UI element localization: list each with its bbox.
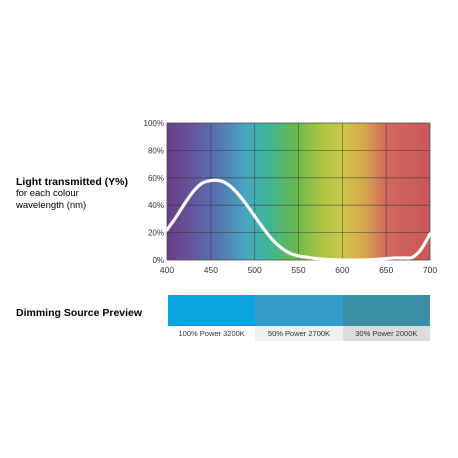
y-tick-label: 80% (148, 146, 164, 155)
transmission-curve (165, 178, 432, 262)
dimming-title: Dimming Source Preview (16, 307, 143, 319)
x-tick-label: 400 (160, 265, 174, 275)
swatch-color (342, 295, 430, 326)
plot-border (166, 122, 431, 261)
chart-grid (166, 122, 431, 261)
x-tick-label: 650 (379, 265, 393, 275)
y-tick-label: 60% (148, 174, 164, 183)
swatch-label: 100% Power 3200K (168, 326, 256, 341)
chart-side-title: Light transmitted (Y%) for each colour w… (16, 176, 156, 212)
x-tick-label: 500 (248, 265, 262, 275)
x-tick-label: 450 (204, 265, 218, 275)
swatch-color (168, 295, 256, 326)
dimming-swatches: 100% Power 3200K 50% Power 2700K 30% Pow… (168, 295, 430, 341)
y-tick-label: 0% (152, 256, 164, 265)
swatch-100-power: 100% Power 3200K (168, 295, 256, 341)
chart-title: Light transmitted (Y%) (16, 176, 128, 188)
swatch-50-power: 50% Power 2700K (255, 295, 343, 341)
y-tick-label: 100% (144, 119, 164, 128)
y-tick-label: 40% (148, 201, 164, 210)
y-tick-label: 20% (148, 229, 164, 238)
swatch-label: 30% Power 2000K (342, 326, 430, 341)
x-tick-label: 600 (335, 265, 349, 275)
x-tick-label: 700 (423, 265, 437, 275)
swatch-label: 50% Power 2700K (255, 326, 343, 341)
chart-subtitle: for each colour wavelength (nm) (16, 188, 87, 211)
x-tick-label: 550 (291, 265, 305, 275)
swatch-30-power: 30% Power 2000K (342, 295, 430, 341)
swatch-color (255, 295, 343, 326)
